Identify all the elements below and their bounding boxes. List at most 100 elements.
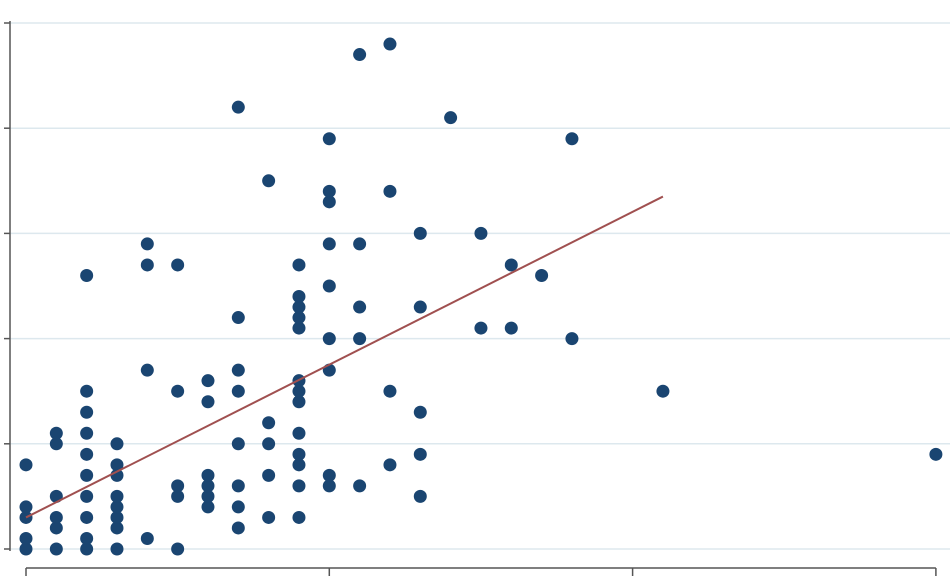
data-point (656, 384, 670, 398)
data-point (262, 468, 276, 482)
data-point (262, 174, 276, 188)
data-point (80, 426, 94, 440)
data-point (292, 384, 306, 398)
data-point (322, 279, 336, 293)
data-point (535, 268, 549, 282)
data-point (292, 311, 306, 325)
data-point (929, 447, 943, 461)
data-point (80, 405, 94, 419)
data-point (353, 332, 367, 346)
data-point (80, 268, 94, 282)
data-point (110, 437, 124, 451)
data-point (292, 447, 306, 461)
data-point (80, 531, 94, 545)
data-point (292, 300, 306, 314)
data-point (201, 500, 215, 514)
data-point (383, 37, 397, 51)
data-point (444, 111, 458, 125)
data-point (474, 321, 488, 335)
data-point (19, 542, 33, 556)
data-point (80, 447, 94, 461)
data-point (292, 479, 306, 493)
data-point (322, 184, 336, 198)
data-point (110, 510, 124, 524)
data-point (171, 384, 185, 398)
data-point (231, 437, 245, 451)
data-point (110, 542, 124, 556)
data-point (19, 458, 33, 472)
data-point (504, 321, 518, 335)
data-point (19, 531, 33, 545)
data-point (322, 468, 336, 482)
data-point (292, 458, 306, 472)
data-point (201, 479, 215, 493)
data-point (110, 489, 124, 503)
data-point (353, 237, 367, 251)
data-point (231, 384, 245, 398)
data-point (353, 300, 367, 314)
data-point (231, 521, 245, 535)
data-point (201, 489, 215, 503)
data-point (413, 489, 427, 503)
data-point (110, 521, 124, 535)
data-point (171, 489, 185, 503)
data-point (49, 426, 63, 440)
data-point (383, 184, 397, 198)
data-point (262, 510, 276, 524)
data-point (322, 132, 336, 146)
data-point (292, 258, 306, 272)
data-point (49, 437, 63, 451)
data-point (110, 458, 124, 472)
data-point (322, 195, 336, 209)
data-point (231, 363, 245, 377)
data-point (565, 132, 579, 146)
data-point (80, 384, 94, 398)
data-points (19, 37, 943, 556)
data-point (140, 363, 154, 377)
data-point (292, 290, 306, 304)
data-point (474, 226, 488, 240)
data-point (322, 479, 336, 493)
data-point (322, 332, 336, 346)
data-point (262, 416, 276, 430)
data-point (231, 479, 245, 493)
data-point (110, 468, 124, 482)
data-point (80, 468, 94, 482)
data-point (292, 321, 306, 335)
data-point (504, 258, 518, 272)
data-point (565, 332, 579, 346)
fit-line (25, 195, 664, 519)
data-point (49, 542, 63, 556)
data-point (80, 510, 94, 524)
data-point (413, 300, 427, 314)
data-point (201, 374, 215, 388)
data-point (49, 521, 63, 535)
data-point (80, 542, 94, 556)
data-point (383, 458, 397, 472)
data-point (140, 237, 154, 251)
data-point (262, 437, 276, 451)
data-point (201, 468, 215, 482)
data-point (49, 510, 63, 524)
data-point (140, 258, 154, 272)
data-point (140, 531, 154, 545)
data-point (292, 395, 306, 409)
data-point (322, 237, 336, 251)
data-point (353, 48, 367, 62)
data-point (201, 395, 215, 409)
grid-lines (10, 22, 950, 550)
data-point (413, 447, 427, 461)
data-point (110, 500, 124, 514)
data-point (231, 311, 245, 325)
data-point (292, 510, 306, 524)
fit-line-group (25, 195, 664, 519)
data-point (383, 384, 397, 398)
data-point (292, 426, 306, 440)
data-point (171, 479, 185, 493)
data-point (19, 500, 33, 514)
data-point (171, 542, 185, 556)
data-point (353, 479, 367, 493)
axes (4, 21, 937, 576)
data-point (413, 405, 427, 419)
